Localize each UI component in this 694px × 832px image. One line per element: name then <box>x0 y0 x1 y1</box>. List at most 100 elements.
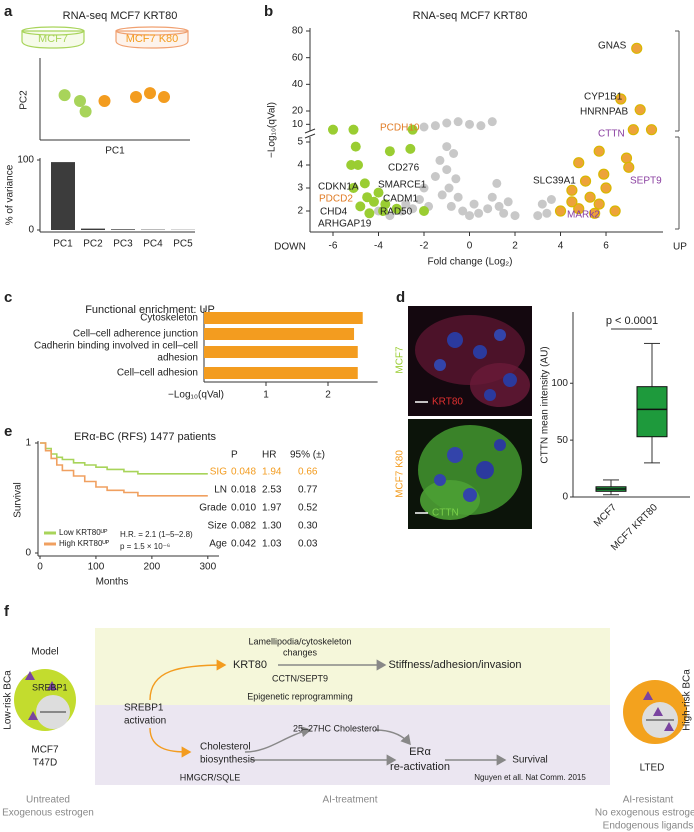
point <box>634 104 646 116</box>
diagram-text: High-risk BCa <box>682 669 693 731</box>
legend-label: MCF7 K80 <box>126 33 179 45</box>
y-tick-label: 0 <box>28 225 34 236</box>
x-tick-label: -2 <box>420 241 429 252</box>
point <box>492 178 502 188</box>
axis-end-label: UP <box>673 242 687 253</box>
bar <box>204 312 363 324</box>
point <box>437 190 447 200</box>
diagram-text: Cholesterol <box>200 742 251 753</box>
dish-icons <box>21 26 189 49</box>
point <box>609 205 621 217</box>
point <box>98 94 111 107</box>
y-tick-label: 3 <box>297 183 303 194</box>
point <box>364 208 375 219</box>
diagram-text: ERα <box>409 746 431 758</box>
point <box>494 201 504 211</box>
diagram-text: changes <box>283 647 318 657</box>
legend-label: MCF7 <box>38 33 68 45</box>
x-tick-label: MCF7 <box>592 502 619 529</box>
point <box>348 124 359 135</box>
point <box>537 199 547 209</box>
x-tick-label: -6 <box>329 241 338 252</box>
diagram-text: HMGCR/SQLE <box>180 772 241 782</box>
gene-label: MARk2 <box>567 210 600 221</box>
point <box>453 192 463 202</box>
point <box>542 208 552 218</box>
point <box>368 196 379 207</box>
point <box>584 191 596 203</box>
point <box>355 201 366 212</box>
y-tick-label: 100 <box>17 155 34 166</box>
gene-label: SLC39A1 <box>533 176 576 187</box>
x-axis-label: Months <box>96 577 129 588</box>
diagram-text: KRT80 <box>233 659 267 671</box>
point <box>600 182 612 194</box>
point <box>419 183 429 193</box>
table-cell: 0.010 <box>231 503 256 514</box>
y-axis-label: −Log₁₀(qVal) <box>267 102 278 158</box>
point <box>449 149 459 158</box>
citation: Nguyen et all. Nat Comm. 2015 <box>474 773 586 782</box>
table-cell: 0.77 <box>298 485 318 496</box>
x-tick-label: 1 <box>263 390 269 401</box>
point <box>130 91 142 104</box>
bar <box>51 162 75 230</box>
x-tick-label: PC5 <box>173 239 193 250</box>
x-tick-label: PC2 <box>83 239 103 250</box>
point <box>359 178 370 189</box>
point <box>414 195 424 204</box>
point <box>458 206 468 216</box>
point <box>380 199 391 210</box>
point <box>598 168 610 180</box>
y-tick-label: adhesion <box>157 353 198 364</box>
y-tick-label: Cell–cell adhesion <box>117 368 198 379</box>
table-cell: Grade <box>199 503 227 514</box>
table-cell: 0.03 <box>298 539 318 550</box>
point <box>631 42 643 54</box>
y-tick-label: 40 <box>292 79 304 90</box>
y-tick-label: 20 <box>292 106 304 117</box>
point <box>593 145 605 157</box>
point <box>350 141 361 152</box>
diagram-arrows <box>149 659 507 766</box>
point <box>573 203 585 215</box>
y-tick-label: 5 <box>297 137 303 148</box>
y-axis-label: PC2 <box>19 90 30 110</box>
bar <box>204 346 358 358</box>
panel-label: d <box>396 289 405 306</box>
bar <box>81 228 105 230</box>
point <box>74 94 86 107</box>
diagram-text: activation <box>124 716 166 727</box>
chart-title: RNA-seq MCF7 KRT80 <box>413 10 528 22</box>
table-cell: 0.30 <box>298 521 318 532</box>
gene-label: GNAS <box>598 41 627 52</box>
image-label: MCF7 <box>395 346 406 374</box>
chart-title: ERα-BC (RFS) 1477 patients <box>74 431 217 443</box>
point <box>546 195 556 204</box>
y-tick-label: 50 <box>557 435 569 446</box>
x-tick-label: 200 <box>144 562 161 573</box>
table-cell: Size <box>208 521 228 532</box>
table-cell: SIG <box>210 467 227 478</box>
y-tick-label: 100 <box>551 378 568 389</box>
point <box>589 207 601 219</box>
point <box>499 208 509 218</box>
diagram-text: LTED <box>640 763 665 774</box>
x-tick-label: 0 <box>37 562 43 573</box>
table-cell: 1.94 <box>262 467 282 478</box>
point <box>451 174 461 184</box>
point <box>446 201 456 211</box>
point <box>348 183 359 193</box>
y-axis-label: Survival <box>13 482 24 518</box>
stage-label: Exogenous estrogen <box>2 808 94 819</box>
point <box>487 117 497 127</box>
table-header: HR <box>262 450 276 461</box>
bar <box>204 367 358 379</box>
x-tick-label: 2 <box>512 241 518 252</box>
point <box>483 204 493 214</box>
x-tick-label: 300 <box>199 562 216 573</box>
y-tick-label: Cadherin binding involved in cell–cell <box>34 341 198 352</box>
image-label: MCF7 K80 <box>395 450 406 498</box>
point <box>144 87 156 100</box>
point <box>158 91 170 104</box>
